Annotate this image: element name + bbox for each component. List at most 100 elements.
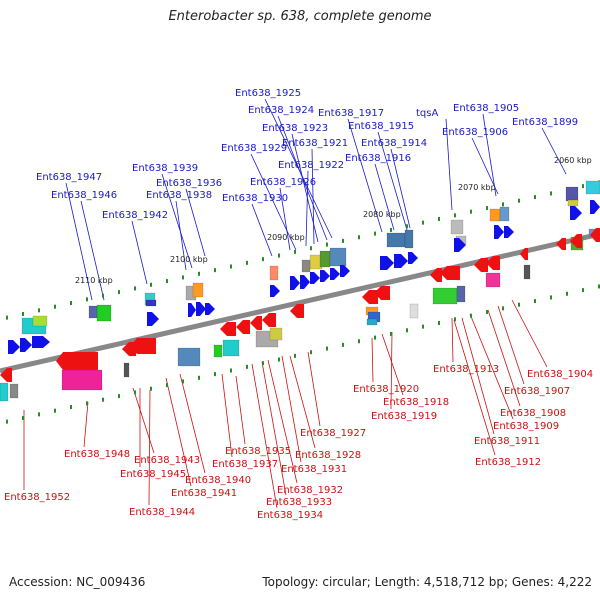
connector-line-top bbox=[175, 200, 187, 271]
connector-line-bottom bbox=[261, 361, 287, 496]
scale-label: 2070 kbp bbox=[458, 183, 496, 192]
tick-mark-upper bbox=[342, 238, 344, 243]
connector-line-top bbox=[80, 200, 105, 301]
forward-gene-arrow bbox=[147, 312, 159, 326]
forward-gene-arrow bbox=[320, 270, 330, 282]
tick-mark-upper bbox=[54, 304, 56, 309]
connector-line-top bbox=[251, 203, 273, 257]
gene-label-bottom: Ent638_1913 bbox=[433, 364, 499, 375]
gene-label-top: Ent638_1917 bbox=[318, 108, 384, 119]
gene-label-bottom: Ent638_1908 bbox=[500, 408, 566, 419]
label-connector-lines bbox=[23, 98, 567, 509]
connector-line-top bbox=[377, 131, 408, 231]
gene-label-bottom: Ent638_1937 bbox=[212, 459, 278, 470]
tick-mark-upper bbox=[358, 235, 360, 240]
connector-line-bottom bbox=[148, 389, 151, 506]
connector-line-bottom bbox=[497, 305, 525, 385]
forward-gene-arrow bbox=[590, 200, 600, 214]
reverse-gene-arrow bbox=[362, 290, 378, 304]
connector-line-top bbox=[374, 163, 395, 231]
connector-line-bottom bbox=[511, 299, 548, 368]
tick-mark-upper bbox=[22, 311, 24, 316]
scale-label: 2090 kbp bbox=[267, 233, 305, 242]
connector-line-top bbox=[185, 188, 206, 257]
gene-label-bottom: Ent638_1918 bbox=[383, 397, 449, 408]
forward-gene-arrow bbox=[20, 338, 32, 352]
gene-feature-block bbox=[301, 259, 311, 273]
connector-line-top bbox=[311, 148, 315, 245]
tick-mark-upper bbox=[134, 286, 136, 291]
tick-mark-upper bbox=[198, 271, 200, 276]
gene-label-top: Ent638_1936 bbox=[156, 178, 222, 189]
tick-mark-upper bbox=[550, 191, 552, 196]
forward-gene-arrow bbox=[205, 303, 215, 315]
forward-gene-arrow bbox=[310, 272, 320, 284]
genome-backbone bbox=[0, 231, 600, 374]
gene-feature-block bbox=[456, 285, 466, 303]
gene-label-top: Ent638_1914 bbox=[361, 138, 427, 149]
tick-mark-lower bbox=[534, 299, 536, 304]
tick-mark-lower bbox=[342, 342, 344, 347]
gene-feature-block bbox=[386, 232, 406, 248]
tick-mark-lower bbox=[518, 302, 520, 307]
forward-gene-arrow bbox=[504, 226, 514, 238]
tick-mark-lower bbox=[390, 331, 392, 336]
reverse-gene-arrow bbox=[250, 316, 262, 330]
tick-mark-upper bbox=[422, 220, 424, 225]
tick-mark-lower bbox=[486, 310, 488, 315]
tick-mark-upper bbox=[70, 301, 72, 306]
tick-mark-upper bbox=[230, 264, 232, 269]
tick-mark-upper bbox=[278, 253, 280, 258]
tick-mark-upper bbox=[166, 279, 168, 284]
connector-line-bottom bbox=[235, 375, 246, 445]
connector-line-top bbox=[305, 170, 309, 247]
connector-line-top bbox=[471, 137, 499, 195]
tick-mark-lower bbox=[246, 364, 248, 369]
tick-mark-lower bbox=[294, 353, 296, 358]
gene-label-top: Ent638_1905 bbox=[453, 103, 519, 114]
connector-line-bottom bbox=[307, 351, 321, 427]
tick-mark-upper bbox=[470, 209, 472, 214]
accession-text: Accession: NC_009436 bbox=[9, 575, 146, 589]
gene-label-top: Ent638_1942 bbox=[102, 210, 168, 221]
tick-mark-upper bbox=[326, 242, 328, 247]
connector-line-bottom bbox=[469, 313, 514, 420]
tick-mark-lower bbox=[438, 320, 440, 325]
gene-feature-block bbox=[319, 250, 331, 268]
reverse-gene-arrow bbox=[290, 304, 304, 318]
connector-line-top bbox=[482, 113, 497, 197]
tick-mark-lower bbox=[566, 291, 568, 296]
tick-mark-upper bbox=[246, 260, 248, 265]
gene-label-top: Ent638_1929 bbox=[221, 143, 287, 154]
tick-mark-lower bbox=[70, 405, 72, 410]
gene-label-top: Ent638_1924 bbox=[248, 105, 314, 116]
tick-mark-lower bbox=[582, 288, 584, 293]
tick-mark-upper bbox=[502, 202, 504, 207]
gene-label-top: Ent638_1946 bbox=[51, 190, 117, 201]
gene-feature-block bbox=[213, 344, 223, 358]
tick-mark-lower bbox=[166, 383, 168, 388]
gene-label-top: Ent638_1916 bbox=[345, 153, 411, 164]
scale-label: 2080 kbp bbox=[363, 210, 401, 219]
connector-line-bottom bbox=[461, 317, 495, 435]
connector-line-top bbox=[161, 173, 193, 269]
reverse-gene-arrow bbox=[430, 268, 442, 282]
reverse-gene-arrow bbox=[590, 228, 600, 242]
connector-line-top bbox=[250, 153, 297, 251]
gene-feature-block bbox=[123, 362, 130, 378]
tick-mark-upper bbox=[38, 308, 40, 313]
tick-mark-lower bbox=[422, 324, 424, 329]
tick-mark-lower bbox=[326, 346, 328, 351]
tick-mark-upper bbox=[182, 275, 184, 280]
gene-feature-block bbox=[192, 282, 204, 298]
reverse-gene-arrow bbox=[570, 234, 582, 248]
gene-feature-block bbox=[145, 299, 157, 307]
gene-label-top: Ent638_1899 bbox=[512, 117, 578, 128]
forward-gene-arrow bbox=[270, 285, 280, 297]
gene-arrows bbox=[0, 200, 600, 382]
forward-gene-arrow bbox=[196, 302, 206, 316]
gene-label-bottom: Ent638_1940 bbox=[185, 475, 251, 486]
gene-feature-block bbox=[523, 264, 531, 280]
gene-label-top: Ent638_1926 bbox=[250, 177, 316, 188]
connector-line-top bbox=[445, 118, 453, 211]
